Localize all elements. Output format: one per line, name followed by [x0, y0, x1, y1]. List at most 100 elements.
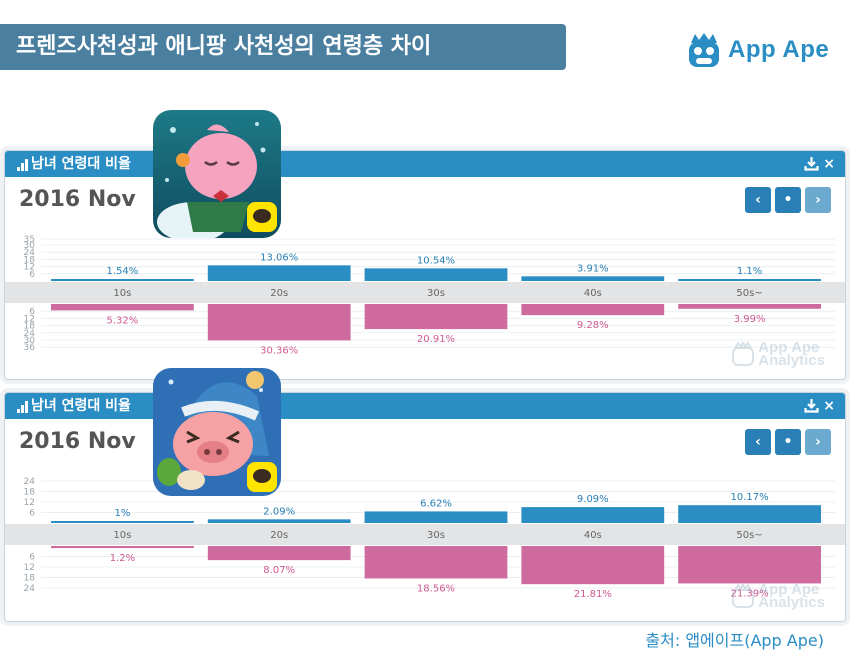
friends-sacheonseong-app-icon: [153, 110, 281, 238]
brand: App Ape: [686, 30, 829, 70]
age-gender-panel: 남녀 연령대 비율 × 2016 Nov ‹ • › 24 18 12 6 6 12 18 2…: [4, 392, 846, 622]
male-value-label: 10.54%: [417, 255, 455, 266]
y-tick-label: 24: [24, 477, 36, 487]
y-tick-label: 18: [24, 488, 36, 498]
current-period-button[interactable]: •: [775, 429, 801, 455]
male-value-label: 1%: [114, 508, 130, 519]
category-label: 40s: [584, 288, 602, 299]
app-ape-logo-icon: [689, 33, 719, 67]
male-bar: [51, 521, 194, 523]
female-bar: [51, 546, 194, 549]
female-value-label: 3.99%: [734, 314, 766, 325]
male-value-label: 1.1%: [737, 266, 762, 277]
category-label: 20s: [270, 288, 288, 299]
female-value-label: 18.56%: [417, 583, 455, 594]
y-tick-label: 35: [24, 235, 35, 245]
female-value-label: 8.07%: [263, 565, 295, 576]
y-tick-label: 30: [24, 241, 36, 251]
male-value-label: 1.54%: [107, 266, 139, 277]
female-value-label: 21.39%: [731, 588, 769, 599]
y-tick-label: 12: [24, 563, 35, 573]
category-label: 50s~: [736, 530, 762, 541]
male-bar: [207, 519, 351, 523]
female-bar: [364, 546, 508, 579]
download-icon[interactable]: [804, 156, 819, 171]
next-period-button[interactable]: ›: [805, 187, 831, 213]
female-value-label: 20.91%: [417, 334, 455, 345]
male-bar: [521, 507, 665, 523]
female-value-label: 30.36%: [260, 345, 298, 356]
male-value-label: 9.09%: [577, 494, 609, 505]
female-value-label: 21.81%: [574, 589, 612, 600]
watermark: App Ape Analytics: [732, 581, 825, 611]
age-gender-chart: 353024181266121824303610s1.54%5.32%20s13…: [5, 235, 845, 356]
y-tick-label: 18: [24, 322, 36, 332]
age-gender-panel: 남녀 연령대 비율 × 2016 Nov ‹ • › 35 30 24 18 12 6 6 1…: [4, 150, 846, 380]
y-tick-label: 18: [24, 574, 36, 584]
category-label: 40s: [584, 530, 602, 541]
close-icon[interactable]: ×: [823, 156, 835, 172]
prev-period-button[interactable]: ‹: [745, 429, 771, 455]
y-tick-label: 12: [24, 498, 35, 508]
period-label: 2016 Nov: [19, 429, 136, 454]
female-value-label: 5.32%: [107, 315, 139, 326]
category-label: 30s: [427, 288, 445, 299]
category-label: 50s~: [736, 288, 762, 299]
male-bar: [207, 265, 351, 281]
category-label: 30s: [427, 530, 445, 541]
female-bar: [678, 304, 821, 309]
panel-title: 남녀 연령대 비율: [31, 156, 131, 172]
female-bar: [678, 546, 821, 584]
female-bar: [364, 304, 508, 330]
next-period-button[interactable]: ›: [805, 429, 831, 455]
female-bar: [521, 304, 665, 316]
female-bar: [521, 546, 665, 585]
current-period-button[interactable]: •: [775, 187, 801, 213]
panel-header: 남녀 연령대 비율 ×: [5, 393, 845, 419]
close-icon[interactable]: ×: [823, 398, 835, 414]
bar-chart-icon: [17, 159, 29, 171]
panel-header: 남녀 연령대 비율 ×: [5, 151, 845, 177]
female-value-label: 1.2%: [110, 553, 135, 564]
male-bar: [678, 505, 821, 523]
y-tick-label: 12: [24, 263, 35, 273]
y-tick-label: 6: [29, 509, 35, 519]
y-tick-label: 30: [24, 336, 36, 346]
prev-period-button[interactable]: ‹: [745, 187, 771, 213]
watermark-line2: Analytics: [758, 594, 825, 611]
male-value-label: 13.06%: [260, 252, 298, 263]
y-tick-label: 24: [24, 584, 36, 594]
bar-chart-icon: [17, 401, 29, 413]
watermark-line1: App Ape: [758, 339, 820, 356]
female-value-label: 9.28%: [577, 320, 609, 331]
female-bar: [207, 546, 351, 561]
y-tick-label: 24: [24, 248, 36, 258]
watermark: App Ape Analytics: [732, 339, 825, 368]
anipang-sacheonseong-app-icon: [153, 368, 281, 496]
y-tick-label: 6: [29, 553, 35, 563]
age-gender-chart: 2418126612182410s1%1.2%20s2.09%8.07%30s6…: [5, 477, 845, 600]
download-icon[interactable]: [804, 398, 819, 413]
source-credit: 출처: 앱에이프(App Ape): [645, 631, 824, 650]
y-tick-label: 24: [24, 329, 36, 339]
male-bar: [678, 279, 821, 281]
brand-name: App Ape: [728, 36, 830, 63]
category-band: [5, 524, 845, 545]
category-band: [5, 282, 845, 303]
male-bar: [521, 276, 665, 281]
panel-title: 남녀 연령대 비율: [31, 398, 131, 414]
female-bar: [207, 304, 351, 341]
period-label: 2016 Nov: [19, 187, 136, 212]
watermark-line1: App Ape: [758, 581, 820, 598]
page-title: 프렌즈사천성과 애니팡 사천성의 연령층 차이: [0, 24, 566, 70]
male-value-label: 2.09%: [263, 506, 295, 517]
male-bar: [364, 268, 508, 281]
male-bar: [364, 511, 508, 523]
y-tick-label: 6: [29, 307, 35, 317]
male-value-label: 3.91%: [577, 263, 609, 274]
y-tick-label: 36: [24, 343, 36, 353]
period-nav: ‹ • ›: [745, 187, 831, 213]
category-label: 20s: [270, 530, 288, 541]
male-bar: [51, 279, 194, 281]
category-label: 10s: [113, 530, 131, 541]
